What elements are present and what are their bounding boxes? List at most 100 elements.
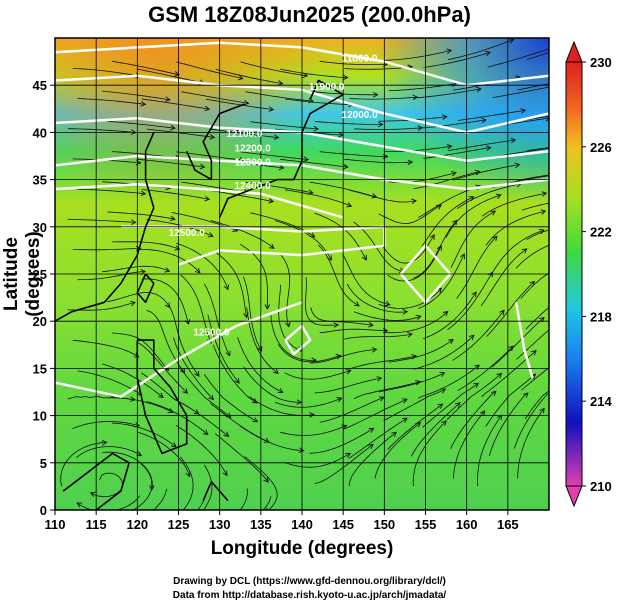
streamline-arrow: [529, 280, 536, 287]
streamline: [244, 456, 278, 510]
streamline-arrow: [167, 408, 174, 414]
streamline: [477, 414, 502, 487]
streamline: [240, 61, 308, 77]
streamline: [481, 192, 547, 217]
streamline: [72, 248, 141, 251]
streamline: [513, 392, 549, 449]
streamline: [310, 307, 374, 326]
streamline: [102, 451, 153, 490]
streamline: [413, 171, 480, 189]
streamline: [453, 410, 485, 479]
streamline: [278, 252, 291, 327]
streamline: [169, 306, 200, 377]
streamline: [146, 219, 214, 237]
streamline-arrow: [179, 367, 186, 374]
streamline-arrow: [130, 219, 137, 225]
coastline-segment: [136, 273, 155, 304]
streamline-arrow: [252, 417, 259, 423]
streamline-arrow: [223, 284, 229, 291]
streamline: [319, 396, 384, 423]
streamline-arrow: [555, 84, 560, 89]
streamline: [421, 196, 474, 247]
streamline-arrow: [101, 439, 108, 446]
streamline: [349, 355, 417, 370]
streamline-arrow: [378, 396, 385, 402]
streamline-arrow: [539, 407, 545, 414]
streamline-arrow: [174, 71, 181, 77]
streamline-arrow: [140, 269, 147, 275]
streamline-arrow: [136, 451, 143, 457]
streamline-arrow: [407, 331, 413, 338]
streamline: [423, 147, 491, 159]
streamline: [448, 39, 514, 61]
streamline-arrow: [476, 86, 482, 93]
streamline: [214, 433, 269, 483]
streamline-arrow: [204, 195, 211, 202]
colorbar-bottom-arrow: [565, 485, 583, 508]
streamline: [346, 283, 408, 313]
streamline-arrow: [169, 215, 176, 222]
streamline-arrow: [234, 377, 240, 384]
streamline-arrow: [342, 163, 349, 170]
streamline-arrow: [384, 300, 391, 307]
streamline-arrow: [204, 105, 211, 112]
streamline-arrow: [170, 124, 176, 131]
streamline: [452, 164, 520, 181]
streamline-arrow: [223, 431, 230, 437]
streamline-arrow: [415, 379, 422, 386]
streamline-arrow: [302, 72, 309, 79]
contour-label: 12200.0: [235, 143, 272, 154]
streamline-arrow: [588, 38, 593, 43]
streamline-arrow: [335, 354, 342, 360]
streamline-arrow: [118, 512, 123, 517]
streamline: [181, 91, 249, 104]
streamline-arrow: [499, 309, 505, 316]
streamline-arrow: [268, 106, 275, 112]
streamline-arrow: [459, 253, 465, 260]
streamline: [412, 420, 447, 487]
colorbar-tick-label: 226: [590, 140, 612, 155]
streamline: [112, 422, 177, 448]
streamline: [527, 147, 549, 151]
streamline-arrow: [194, 267, 201, 274]
streamline: [279, 425, 347, 436]
streamline: [274, 397, 342, 408]
y-tick-label: 20: [33, 314, 47, 329]
streamline: [314, 377, 382, 394]
streamline-arrow: [296, 399, 303, 405]
streamline: [106, 394, 173, 413]
streamline: [277, 344, 341, 363]
streamline-arrow: [508, 38, 515, 44]
streamline-arrow: [222, 470, 228, 477]
streamline: [517, 83, 549, 91]
contour-label: 12500.0: [169, 228, 206, 239]
streamline-arrow: [439, 371, 446, 377]
colorbar-tick-label: 214: [590, 394, 612, 409]
streamline: [112, 241, 180, 250]
streamline-arrow: [309, 412, 315, 418]
streamline: [319, 151, 388, 157]
streamline: [285, 189, 352, 207]
streamline-arrow: [479, 410, 486, 417]
streamline: [280, 68, 348, 78]
streamline: [215, 251, 247, 318]
streamline: [378, 204, 442, 225]
streamline-arrow: [495, 193, 502, 199]
streamline: [353, 381, 421, 400]
streamline: [262, 496, 272, 510]
streamline-arrow: [264, 304, 271, 310]
streamline: [173, 337, 214, 400]
streamline-arrow: [448, 338, 454, 345]
streamline-arrow: [76, 502, 83, 508]
streamline-arrow: [485, 145, 492, 151]
coastline-segment: [202, 480, 229, 502]
streamline-arrow: [440, 388, 447, 394]
streamline-arrow: [237, 74, 244, 81]
streamline-arrow: [587, 218, 592, 223]
streamline: [413, 220, 458, 279]
streamline-arrow: [437, 403, 444, 409]
x-axis-label: Longitude (degrees): [210, 538, 394, 559]
streamline: [342, 253, 390, 306]
streamline-arrow: [441, 420, 447, 426]
